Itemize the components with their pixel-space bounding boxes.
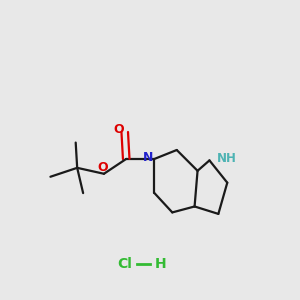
Text: O: O [113,123,124,136]
Text: H: H [154,257,166,272]
Text: N: N [143,151,153,164]
Text: Cl: Cl [117,257,132,272]
Text: NH: NH [217,152,237,164]
Text: O: O [97,161,108,174]
